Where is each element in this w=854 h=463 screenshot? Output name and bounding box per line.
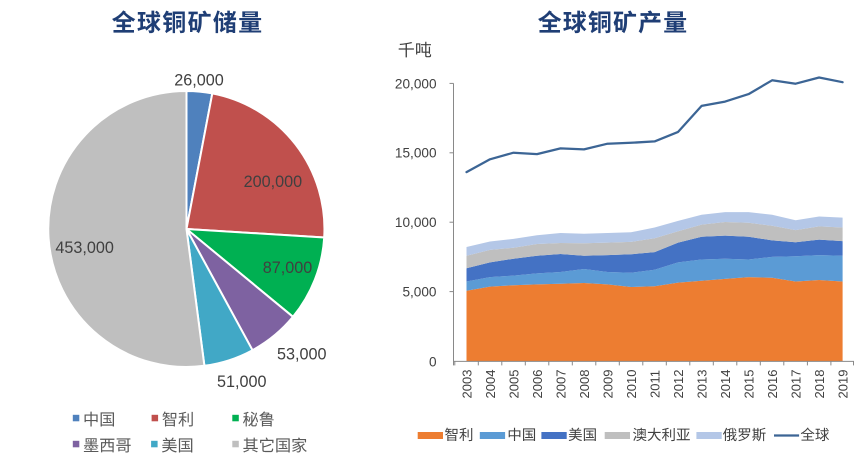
svg-text:51,000: 51,000 — [217, 373, 267, 391]
svg-text:2018: 2018 — [812, 370, 827, 399]
svg-text:2011: 2011 — [647, 370, 662, 398]
svg-text:2003: 2003 — [459, 370, 474, 399]
svg-text:2016: 2016 — [765, 370, 780, 399]
svg-text:453,000: 453,000 — [55, 239, 114, 257]
svg-text:10,000: 10,000 — [395, 215, 437, 230]
svg-text:2004: 2004 — [483, 370, 498, 399]
svg-text:2006: 2006 — [530, 370, 545, 399]
svg-text:2015: 2015 — [741, 370, 756, 399]
svg-text:5,000: 5,000 — [402, 285, 436, 300]
svg-text:26,000: 26,000 — [174, 71, 224, 89]
svg-text:53,000: 53,000 — [277, 346, 327, 364]
svg-text:2014: 2014 — [718, 370, 733, 399]
svg-text:15,000: 15,000 — [395, 146, 437, 161]
svg-text:0: 0 — [429, 354, 437, 369]
svg-text:2008: 2008 — [577, 370, 592, 399]
svg-text:20,000: 20,000 — [395, 76, 437, 91]
svg-text:2005: 2005 — [506, 370, 521, 399]
svg-text:2007: 2007 — [553, 370, 568, 399]
svg-text:2010: 2010 — [624, 370, 639, 399]
svg-text:2012: 2012 — [671, 370, 686, 399]
svg-text:2017: 2017 — [788, 370, 803, 399]
svg-text:2013: 2013 — [694, 370, 709, 399]
svg-text:2019: 2019 — [835, 370, 850, 399]
svg-text:200,000: 200,000 — [244, 173, 303, 191]
svg-text:2009: 2009 — [600, 370, 615, 399]
svg-text:87,000: 87,000 — [263, 259, 313, 277]
